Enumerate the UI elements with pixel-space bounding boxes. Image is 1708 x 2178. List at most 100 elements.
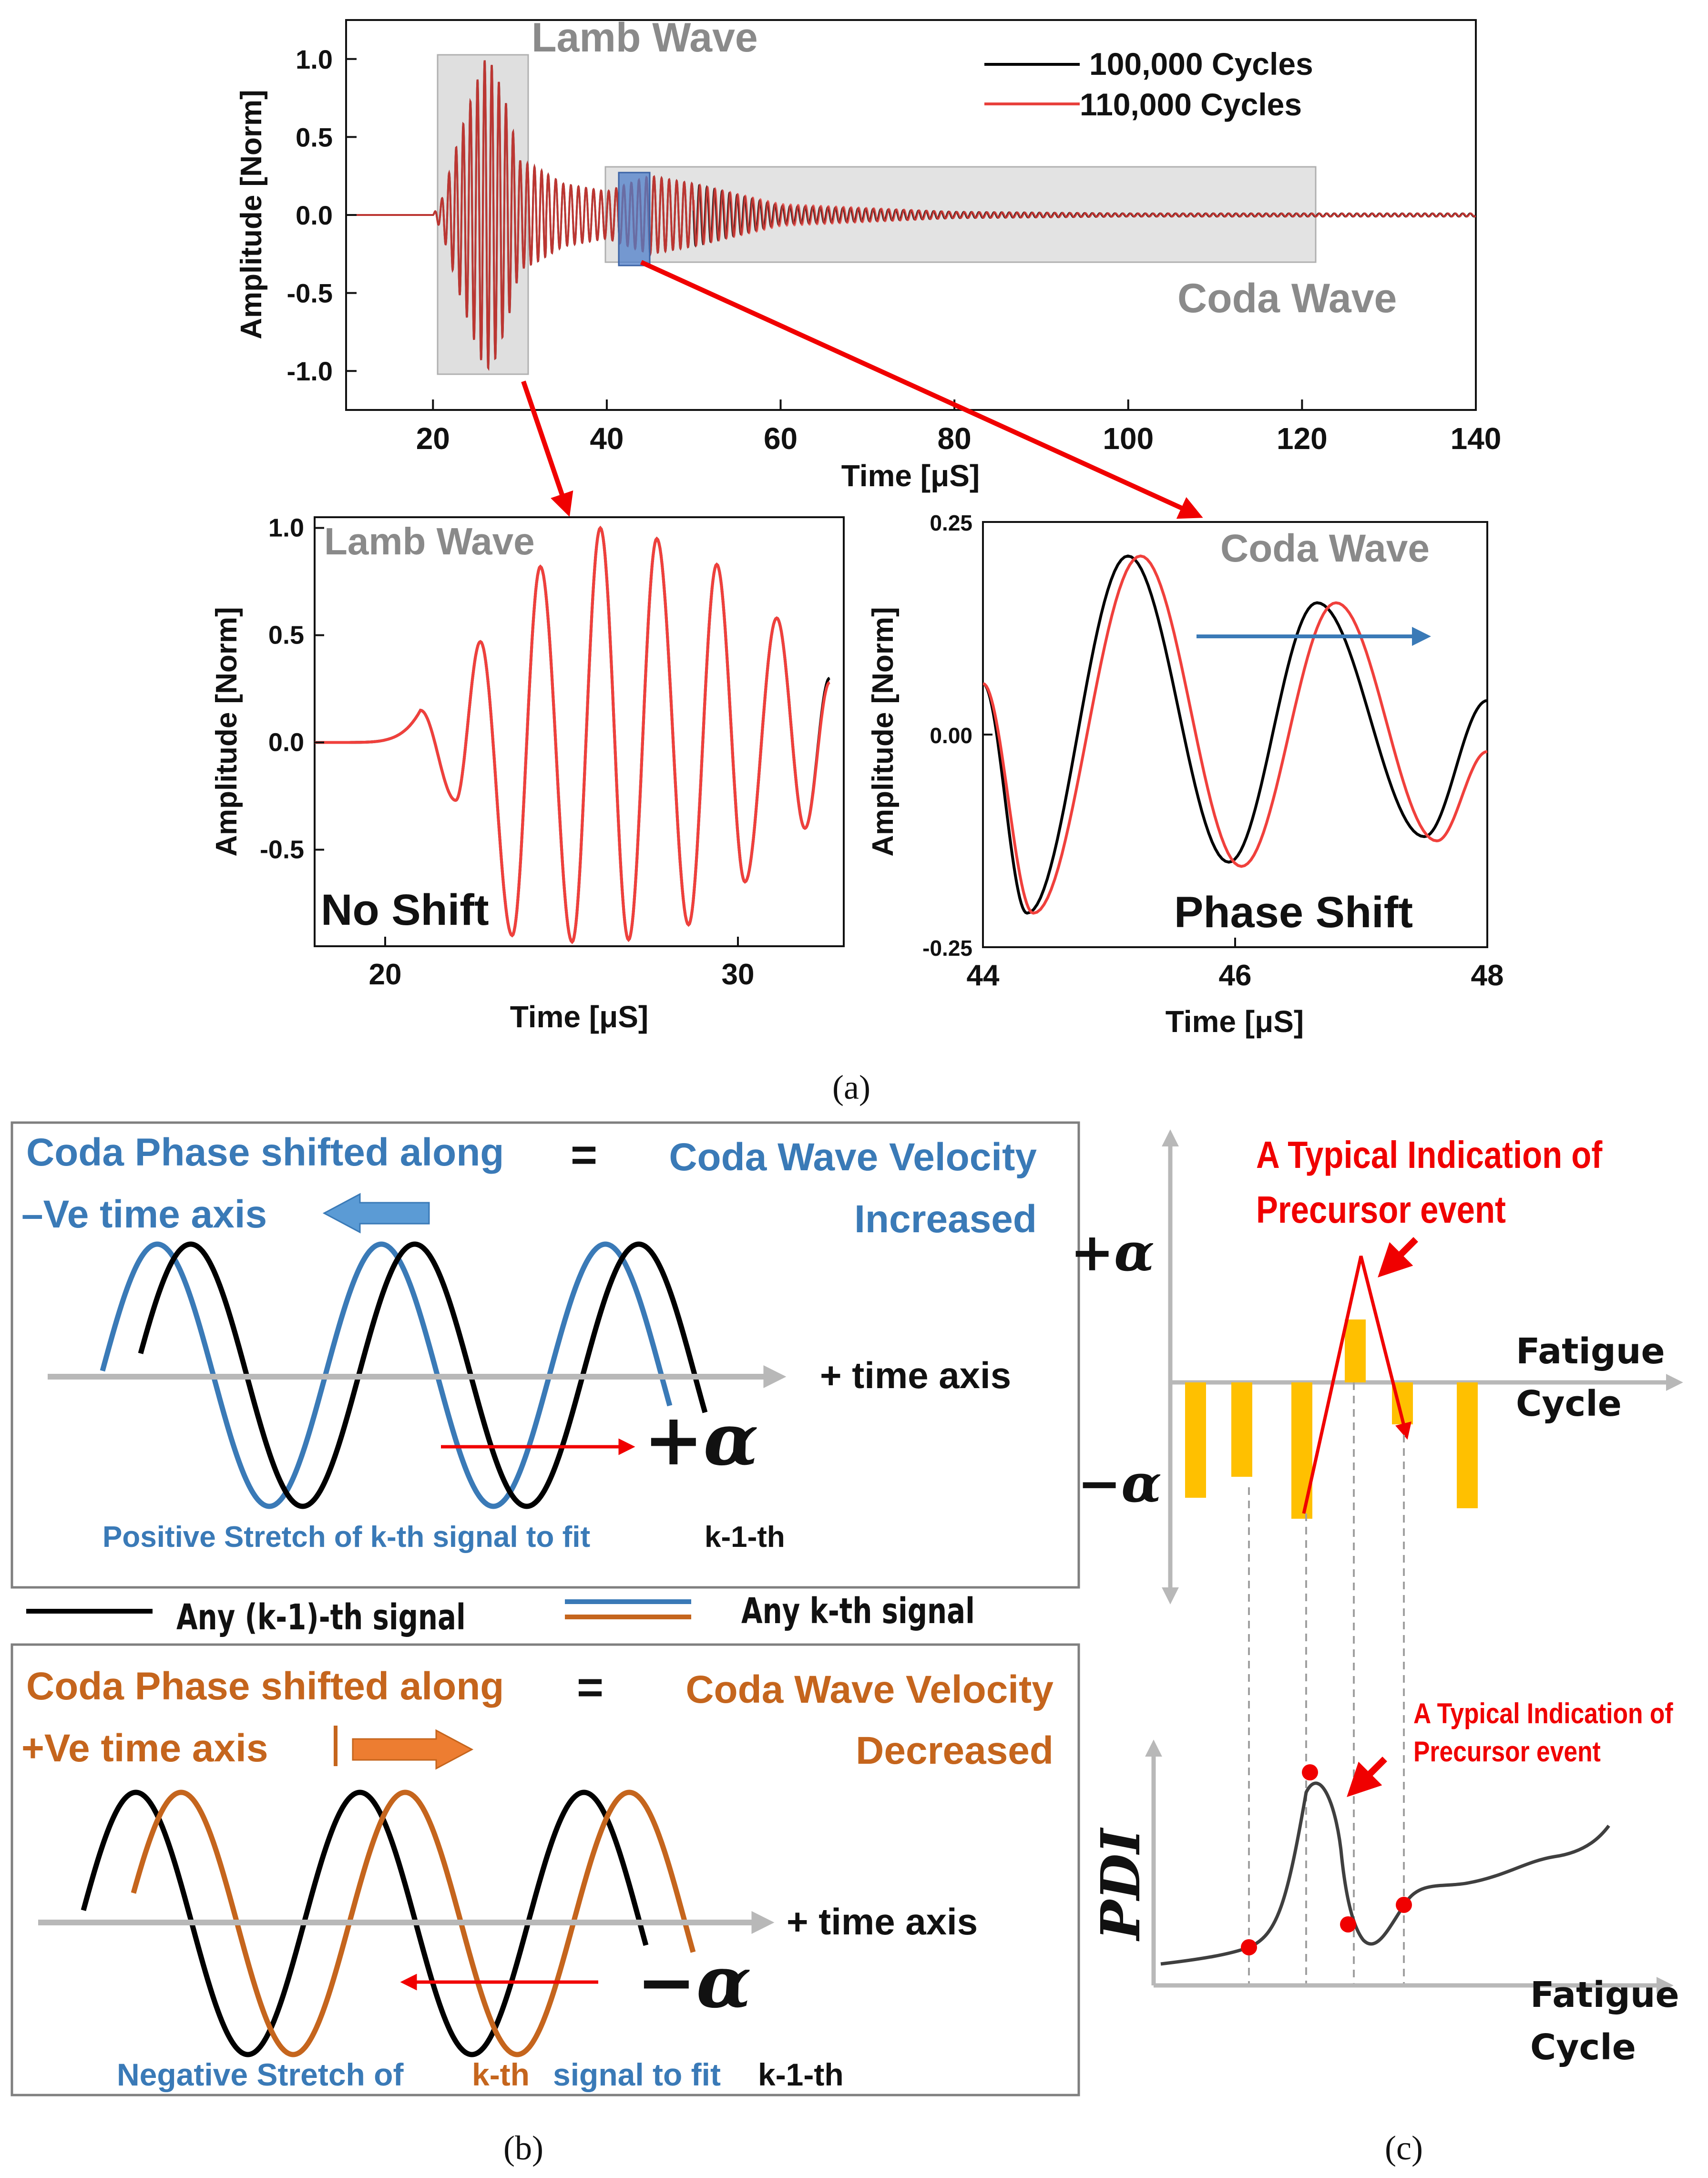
c-top-axis-label-2: Cycle: [1516, 1383, 1622, 1424]
zoom-y-tick-label: 0.0: [268, 728, 304, 757]
c-dashed-guides: [1248, 1382, 1405, 1985]
b-top-waves: [100, 1241, 708, 1509]
coda-zoom-x-ticks: 44 46 48: [967, 938, 1504, 992]
b-bot-right-arrow-shape: [352, 1729, 474, 1770]
coda-zoom-x-label: Time [μS]: [1166, 1004, 1304, 1039]
b-top-time-axis-label: + time axis: [820, 1354, 1011, 1396]
legend-prev-label: Any (k-1)-th signal: [176, 1596, 466, 1638]
zoom-y-tick-label: -0.25: [922, 936, 972, 961]
top-y-tick-label: -1.0: [287, 356, 333, 386]
caption-c: (c): [1385, 2129, 1423, 2167]
zoom-y-tick-label: 0.5: [268, 621, 304, 650]
zoom-y-tick-label: -0.5: [260, 836, 304, 864]
b-bot-k-signal: [131, 1789, 696, 2057]
top-x-tick-label: 60: [764, 421, 798, 456]
b-top-left-line1: Coda Phase shifted along: [26, 1131, 504, 1174]
b-bot-time-axis-label: + time axis: [787, 1901, 978, 1943]
lamb-wave-label: Lamb Wave: [532, 15, 758, 61]
b-top-k1-signal: [138, 1241, 708, 1509]
panel-b-bottom: Coda Phase shifted along +Ve time axis =…: [10, 1643, 1080, 2096]
c-annot-bot-line2: Precursor event: [1413, 1735, 1601, 1768]
top-legend: 100,000 Cycles 110,000 Cycles: [984, 46, 1313, 122]
top-y-tick-label: 0.0: [296, 200, 333, 230]
c-annot-top-line1: A Typical Indication of: [1256, 1133, 1602, 1176]
legend-label-100k: 100,000 Cycles: [1089, 46, 1313, 82]
b-bot-stretch-d: k-1-th: [758, 2057, 844, 2092]
c-annot-top-line2: Precursor event: [1256, 1188, 1506, 1231]
b-bot-stretch-c: signal to fit: [553, 2057, 721, 2092]
b-bot-divider-bar: [334, 1726, 338, 1766]
b-bot-right-line1: Coda Wave Velocity: [685, 1668, 1053, 1711]
b-top-alpha: +α: [644, 1398, 758, 1482]
zoom-x-tick-label: 20: [369, 958, 402, 991]
coda-zoom-title: Coda Wave: [1220, 527, 1430, 570]
b-bot-left-line1: Coda Phase shifted along: [26, 1665, 504, 1708]
top-y-tick-label: 1.0: [296, 44, 333, 74]
caption-a: (a): [832, 1068, 870, 1106]
zoom-x-tick-label: 30: [722, 958, 755, 991]
b-bot-waves: [81, 1789, 696, 2057]
c-plus-alpha: +α: [1070, 1221, 1155, 1283]
lamb-zoom-y-ticks: 1.0 0.5 0.0 -0.5: [260, 514, 324, 864]
top-x-axis-label: Time [μS]: [841, 459, 980, 493]
b-top-equals: =: [571, 1129, 597, 1180]
c-pdi-curve: [1160, 1781, 1610, 1966]
zoom-series-line-2: [983, 554, 1487, 915]
zoom-y-tick-label: 1.0: [268, 514, 304, 542]
panel-b-top-frame: [10, 1121, 1080, 1589]
coda-zoom-chart: Coda Wave Phase Shift 44 46 48 0.25 0.00 -0.…: [867, 511, 1503, 1039]
top-y-axis-label: Amplitude [Norm]: [235, 90, 268, 339]
coda-zoom-box: [618, 172, 651, 266]
top-x-tick-label: 40: [590, 421, 624, 456]
c-precursor-path: [1302, 1256, 1411, 1514]
b-bot-k1-signal: [81, 1789, 649, 2057]
top-signals: [346, 60, 1476, 371]
b-bot-alpha: −α: [636, 1940, 751, 2024]
panel-b-legend: Any (k-1)-th signal Any k-th signal: [26, 1590, 975, 1638]
lamb-zoom-signals: [315, 525, 830, 944]
top-x-ticks: 20 40 60 80 100 120 140: [416, 399, 1501, 456]
top-x-tick-label: 120: [1277, 421, 1328, 456]
top-y-tick-label: -0.5: [287, 278, 333, 308]
top-x-tick-label: 80: [938, 421, 972, 456]
b-top-stretch-text: Positive Stretch of k-th signal to fit: [102, 1521, 590, 1554]
b-top-stretch-tail: k-1-th: [705, 1521, 785, 1554]
phase-shift-label: Phase Shift: [1174, 888, 1413, 937]
c-minus-alpha: −α: [1077, 1452, 1162, 1514]
b-bot-right-line2: Decreased: [856, 1729, 1053, 1772]
top-chart: 20 40 60 80 100 120 140 1.0 0.5 0.0 -0.5 -1.0 Time…: [235, 15, 1501, 493]
zoom-x-tick-label: 46: [1219, 959, 1252, 992]
b-bot-stretch-a: Negative Stretch of: [117, 2057, 404, 2092]
c-annot-top-arrow: [1378, 1237, 1418, 1278]
zoom-y-tick-label: 0.25: [930, 511, 972, 535]
c-top-axis-label-1: Fatigue: [1516, 1331, 1665, 1372]
arrow-to-lamb-zoom: [521, 380, 573, 517]
zoom-x-tick-label: 44: [967, 959, 1000, 992]
top-x-tick-label: 20: [416, 421, 450, 456]
b-top-right-line2: Increased: [854, 1197, 1037, 1241]
top-series-line-2: [346, 60, 1476, 371]
c-annot-bot-arrow: [1347, 1757, 1387, 1797]
b-top-left-line2: –Ve time axis: [21, 1193, 267, 1236]
b-top-left-arrow-shape: [322, 1193, 430, 1234]
lamb-zoom-y-label: Amplitude [Norm]: [210, 607, 243, 857]
arrow-to-coda-zoom: [640, 260, 1203, 519]
zoom-x-tick-label: 48: [1471, 959, 1504, 992]
c-bars: [1185, 1319, 1478, 1519]
b-bot-left-line2: +Ve time axis: [21, 1727, 268, 1770]
c-bar-6: [1457, 1382, 1478, 1508]
coda-wave-label: Coda Wave: [1177, 276, 1397, 321]
zoom-series-line-1: [983, 554, 1487, 915]
c-pdi-point-2: [1302, 1764, 1318, 1780]
panel-b-top: Coda Phase shifted along –Ve time axis =…: [10, 1121, 1080, 1589]
b-top-right-line1: Coda Wave Velocity: [669, 1135, 1037, 1179]
zoom-series-line-2: [315, 525, 830, 944]
lamb-zoom-title: Lamb Wave: [324, 520, 535, 562]
c-pdi-point-3: [1340, 1916, 1356, 1933]
c-bar-3: [1291, 1382, 1312, 1519]
b-bot-stretch-b: k-th: [472, 2057, 530, 2092]
c-annot-bot-line1: A Typical Indication of: [1413, 1697, 1673, 1729]
coda-zoom-frame: [982, 521, 1488, 948]
zoom-y-tick-label: 0.00: [930, 723, 972, 748]
